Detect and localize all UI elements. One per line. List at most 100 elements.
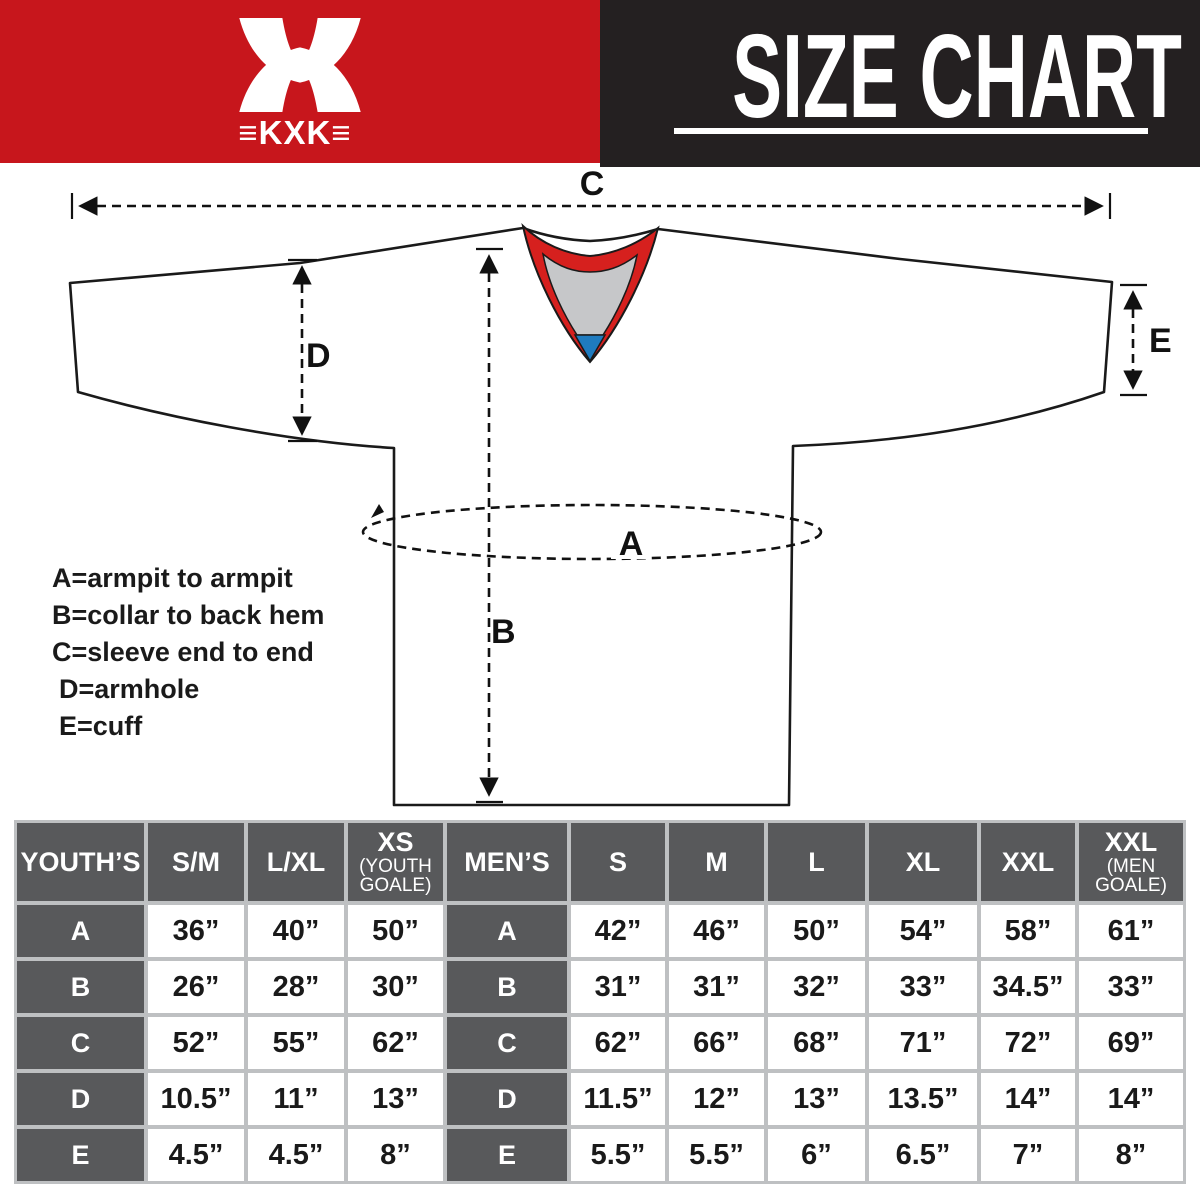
size-value-cell: 11.5” [571, 1073, 665, 1125]
col-header-xs-youth-goalie: XS (YOUTH GOALE) [348, 823, 443, 901]
size-value-cell: 6” [768, 1129, 865, 1181]
measure-a-label-bg [611, 521, 651, 559]
row-label-cell: D [17, 1073, 144, 1125]
row-label-cell: B [447, 961, 567, 1013]
jersey-diagram: C D B E A [68, 165, 1172, 807]
size-value-cell: 55” [248, 1017, 344, 1069]
col-header-xxl: XXL [981, 823, 1075, 901]
legend-line: D=armhole [59, 674, 200, 704]
col-header-xl: XL [869, 823, 977, 901]
size-value-cell: 8” [348, 1129, 443, 1181]
size-value-cell: 5.5” [571, 1129, 665, 1181]
size-value-cell: 71” [869, 1017, 977, 1069]
size-value-cell: 5.5” [669, 1129, 764, 1181]
size-value-cell: 46” [669, 905, 764, 957]
size-value-cell: 42” [571, 905, 665, 957]
size-value-cell: 8” [1079, 1129, 1183, 1181]
measurement-legend: A=armpit to armpit B=collar to back hem … [52, 560, 324, 745]
jersey-outline [68, 226, 1114, 807]
row-label-cell: D [447, 1073, 567, 1125]
size-value-cell: 62” [348, 1017, 443, 1069]
column-header-sublabel: (YOUTH GOALE) [359, 855, 432, 897]
title-panel: SIZE CHART [600, 0, 1200, 167]
row-label-cell: B [17, 961, 144, 1013]
size-value-cell: 32” [768, 961, 865, 1013]
col-header-sm: S/M [148, 823, 244, 901]
collar-bottom-triangle [573, 334, 607, 363]
size-value-cell: 69” [1079, 1017, 1183, 1069]
column-header-label: L/XL [266, 846, 326, 877]
size-value-cell: 4.5” [148, 1129, 244, 1181]
column-header-sublabel: (MEN GOALE) [1095, 855, 1167, 897]
column-header-label: S/M [171, 846, 220, 877]
column-header-label: L [808, 846, 825, 877]
legend-line: A=armpit to armpit [52, 563, 293, 593]
title-underline [674, 128, 1148, 134]
brand-panel: ≡KXK≡ [0, 0, 600, 163]
measure-label-e: E [1149, 322, 1172, 360]
column-header-label: XXL [1104, 827, 1158, 858]
size-value-cell: 13” [768, 1073, 865, 1125]
measure-a-ellipse [361, 503, 823, 561]
size-value-cell: 72” [981, 1017, 1075, 1069]
collar-inner [541, 252, 639, 336]
kxk-logo-text: ≡KXK≡ [238, 114, 352, 151]
size-value-cell: 28” [248, 961, 344, 1013]
size-value-cell: 36” [148, 905, 244, 957]
kxk-logo-icon [239, 18, 361, 112]
size-value-cell: 12” [669, 1073, 764, 1125]
size-value-cell: 50” [768, 905, 865, 957]
size-value-cell: 34.5” [981, 961, 1075, 1013]
size-value-cell: 50” [348, 905, 443, 957]
col-header-youths: YOUTH’S [17, 823, 144, 901]
row-label-cell: C [17, 1017, 144, 1069]
size-value-cell: 11” [248, 1073, 344, 1125]
size-value-cell: 26” [148, 961, 244, 1013]
size-value-cell: 14” [1079, 1073, 1183, 1125]
size-value-cell: 62” [571, 1017, 665, 1069]
measure-a-arrowhead [371, 504, 384, 518]
size-value-cell: 30” [348, 961, 443, 1013]
row-label-cell: C [447, 1017, 567, 1069]
size-value-cell: 33” [869, 961, 977, 1013]
row-label-cell: E [447, 1129, 567, 1181]
size-value-cell: 7” [981, 1129, 1075, 1181]
row-label-cell: E [17, 1129, 144, 1181]
size-value-cell: 4.5” [248, 1129, 344, 1181]
size-value-cell: 13.5” [869, 1073, 977, 1125]
col-header-s: S [571, 823, 665, 901]
size-value-cell: 31” [669, 961, 764, 1013]
row-label-cell: A [447, 905, 567, 957]
size-value-cell: 54” [869, 905, 977, 957]
col-header-mens: MEN’S [447, 823, 567, 901]
legend-line: C=sleeve end to end [52, 637, 314, 667]
measure-label-a: A [619, 525, 644, 563]
measure-label-b: B [491, 613, 516, 651]
measure-label-c: C [580, 165, 605, 203]
col-header-l: L [768, 823, 865, 901]
size-value-cell: 6.5” [869, 1129, 977, 1181]
col-header-xxl-men-goalie: XXL (MEN GOALE) [1079, 823, 1183, 901]
size-value-cell: 61” [1079, 905, 1183, 957]
size-table: YOUTH’S S/M L/XL XS (YOUTH GOALE) MEN’S S… [14, 820, 1186, 1184]
size-value-cell: 66” [669, 1017, 764, 1069]
measure-label-d: D [306, 337, 331, 375]
legend-line: B=collar to back hem [52, 600, 325, 630]
column-header-label: XXL [1001, 846, 1055, 877]
size-value-cell: 14” [981, 1073, 1075, 1125]
size-value-cell: 13” [348, 1073, 443, 1125]
column-header-label: MEN’S [464, 846, 550, 877]
column-header-label: XS [377, 827, 414, 858]
col-header-m: M [669, 823, 764, 901]
size-value-cell: 31” [571, 961, 665, 1013]
size-value-cell: 10.5” [148, 1073, 244, 1125]
column-header-label: YOUTH’S [20, 846, 141, 877]
size-value-cell: 52” [148, 1017, 244, 1069]
size-value-cell: 33” [1079, 961, 1183, 1013]
col-header-lxl: L/XL [248, 823, 344, 901]
size-value-cell: 58” [981, 905, 1075, 957]
column-header-label: XL [905, 846, 941, 877]
size-value-cell: 40” [248, 905, 344, 957]
page-title-text: SIZE CHART [732, 10, 1182, 143]
